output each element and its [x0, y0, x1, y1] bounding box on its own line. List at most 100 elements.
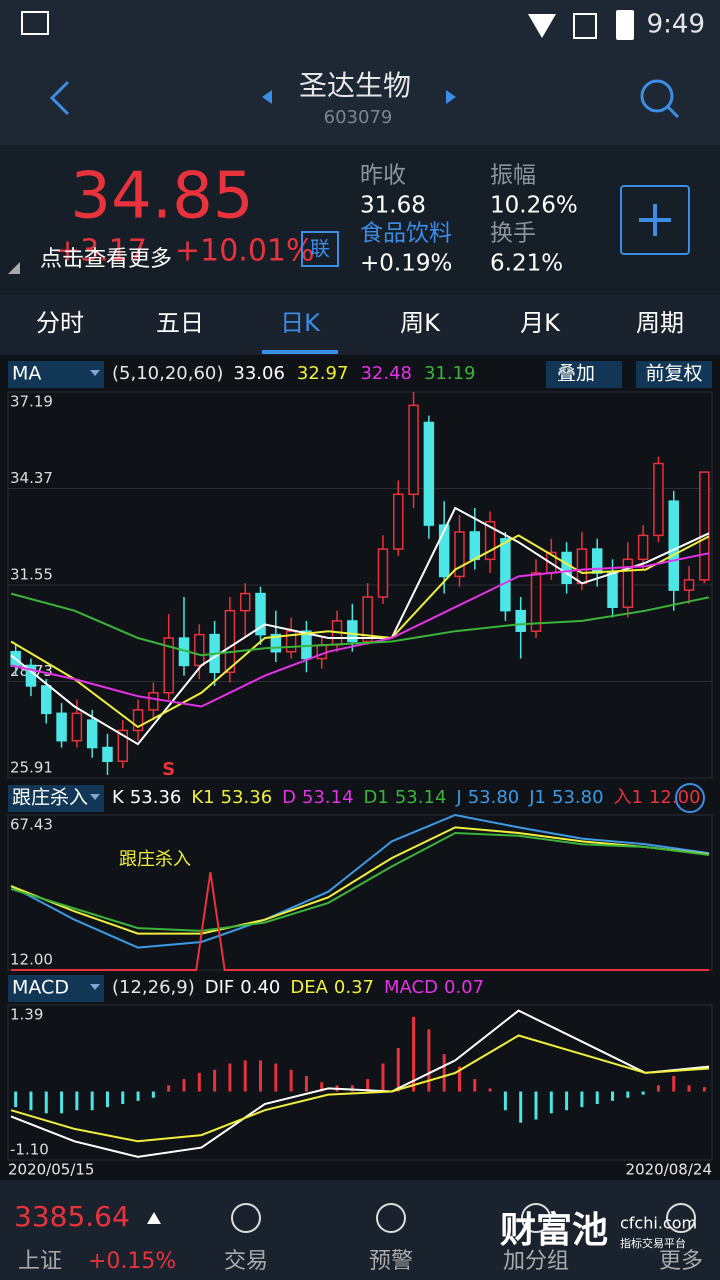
footer-bg [0, 1180, 720, 1280]
more-hint[interactable]: 点击查看更多 [40, 247, 172, 272]
candle-body [438, 524, 450, 578]
change: +3.17 [55, 234, 147, 269]
indicator-line [10, 1034, 710, 1143]
candle-body [301, 630, 312, 660]
candle-body [163, 637, 174, 694]
candle-body [408, 404, 419, 496]
tab-indicator [262, 350, 338, 354]
tab[interactable]: 日K [280, 309, 321, 337]
index-up [147, 1212, 161, 1224]
nav-icon[interactable] [521, 1203, 551, 1233]
nav-icon[interactable] [231, 1203, 261, 1233]
nav-label[interactable]: 交易 [224, 1249, 268, 1274]
stock-name: 圣达生物 [299, 69, 411, 102]
legend-value: 0.37 [334, 977, 374, 998]
back-button[interactable] [49, 80, 70, 116]
watermark: 财富池 [500, 1209, 608, 1251]
nav-label[interactable]: 预警 [369, 1249, 413, 1274]
tab[interactable]: 分时 [36, 309, 84, 337]
legend-value: 53.36 [130, 787, 182, 808]
chart-button-label: 前复权 [645, 363, 702, 385]
next-stock[interactable] [446, 90, 456, 104]
candle-body [71, 712, 83, 742]
prev-stock[interactable] [262, 90, 272, 104]
index-name: 上证 [18, 1249, 62, 1274]
status-time: 9:49 [647, 10, 705, 40]
y-tick-label: 37.19 [10, 393, 53, 411]
chart-button[interactable] [546, 361, 622, 388]
candle-body [683, 579, 695, 591]
tab[interactable]: 五日 [156, 309, 204, 337]
legend-value: 0.40 [240, 977, 280, 998]
signal-icon [573, 13, 597, 39]
tab[interactable]: 周期 [636, 309, 684, 337]
tab[interactable]: 周K [400, 309, 441, 337]
watermark-sub: 指标交易平台 [620, 1236, 686, 1250]
candle-body [239, 592, 251, 612]
nav-icon[interactable] [666, 1203, 696, 1233]
indicator-select[interactable] [8, 361, 104, 388]
quote-label: 食品饮料 [360, 221, 452, 247]
candle-body [148, 692, 159, 711]
y-tick-label: 67.43 [10, 816, 53, 834]
indicator-line [10, 506, 710, 746]
search-button[interactable] [640, 79, 674, 113]
watermark-url: cfchi.com [620, 1214, 697, 1233]
indicator-select[interactable] [8, 975, 104, 1002]
quote-value: 6.21% [490, 251, 563, 277]
candle-body [117, 729, 129, 762]
tabs-bg [0, 295, 720, 355]
link-box[interactable] [301, 231, 339, 267]
indicator-name: 跟庄杀入 [12, 787, 88, 809]
ma-value: 32.48 [360, 363, 412, 384]
candle-body [270, 633, 282, 653]
settings-button[interactable] [675, 783, 705, 813]
dropdown-arrow [90, 984, 100, 990]
y-tick-label: 25.91 [10, 759, 53, 777]
quote-label: 振幅 [490, 163, 536, 189]
indicator-line [10, 592, 710, 657]
ma-value: 31.19 [424, 363, 476, 384]
legend-label: D1 [364, 787, 389, 808]
candle-body [622, 558, 634, 608]
indicator-name: MACD [12, 977, 69, 999]
candle-body [637, 534, 649, 561]
ma-value: 33.06 [233, 363, 285, 384]
stock-code: 603079 [324, 107, 393, 128]
tab[interactable]: 月K [520, 309, 561, 337]
link-label: 联 [310, 237, 330, 261]
candle-body [377, 548, 389, 598]
y-tick-label: 34.37 [10, 469, 53, 487]
index-pct: +0.15% [88, 1249, 176, 1274]
legend-label: K [112, 787, 125, 808]
legend-label: 入1 [614, 787, 643, 808]
candle-body [653, 462, 664, 537]
x-label: 2020/05/15 [8, 1161, 94, 1179]
candle-body [454, 531, 465, 578]
indicator-line [11, 871, 709, 971]
add-button[interactable] [620, 185, 690, 255]
candle-body [530, 572, 542, 632]
nav-icon[interactable] [376, 1203, 406, 1233]
candle-body [224, 609, 236, 674]
dropdown-arrow [90, 370, 100, 376]
candle-body [132, 709, 144, 732]
battery-icon [616, 10, 634, 40]
quote-label: 换手 [490, 221, 536, 247]
indicator-line [10, 534, 710, 729]
nav-label[interactable]: 更多 [659, 1249, 703, 1274]
candle-body [41, 685, 52, 715]
change-pct: +10.01% [175, 234, 315, 269]
candle-body [362, 596, 373, 643]
legend-label: MACD [384, 977, 438, 998]
legend-value: 53.14 [395, 787, 447, 808]
candle-body [607, 572, 618, 608]
nav-label[interactable]: 加分组 [503, 1249, 569, 1274]
legend-value: 53.80 [468, 787, 520, 808]
legend-value: 0.07 [444, 977, 484, 998]
wifi-icon [528, 14, 556, 38]
indicator-select[interactable] [8, 785, 104, 812]
x-label: 2020/08/24 [626, 1161, 712, 1179]
chart-button[interactable] [636, 361, 712, 388]
